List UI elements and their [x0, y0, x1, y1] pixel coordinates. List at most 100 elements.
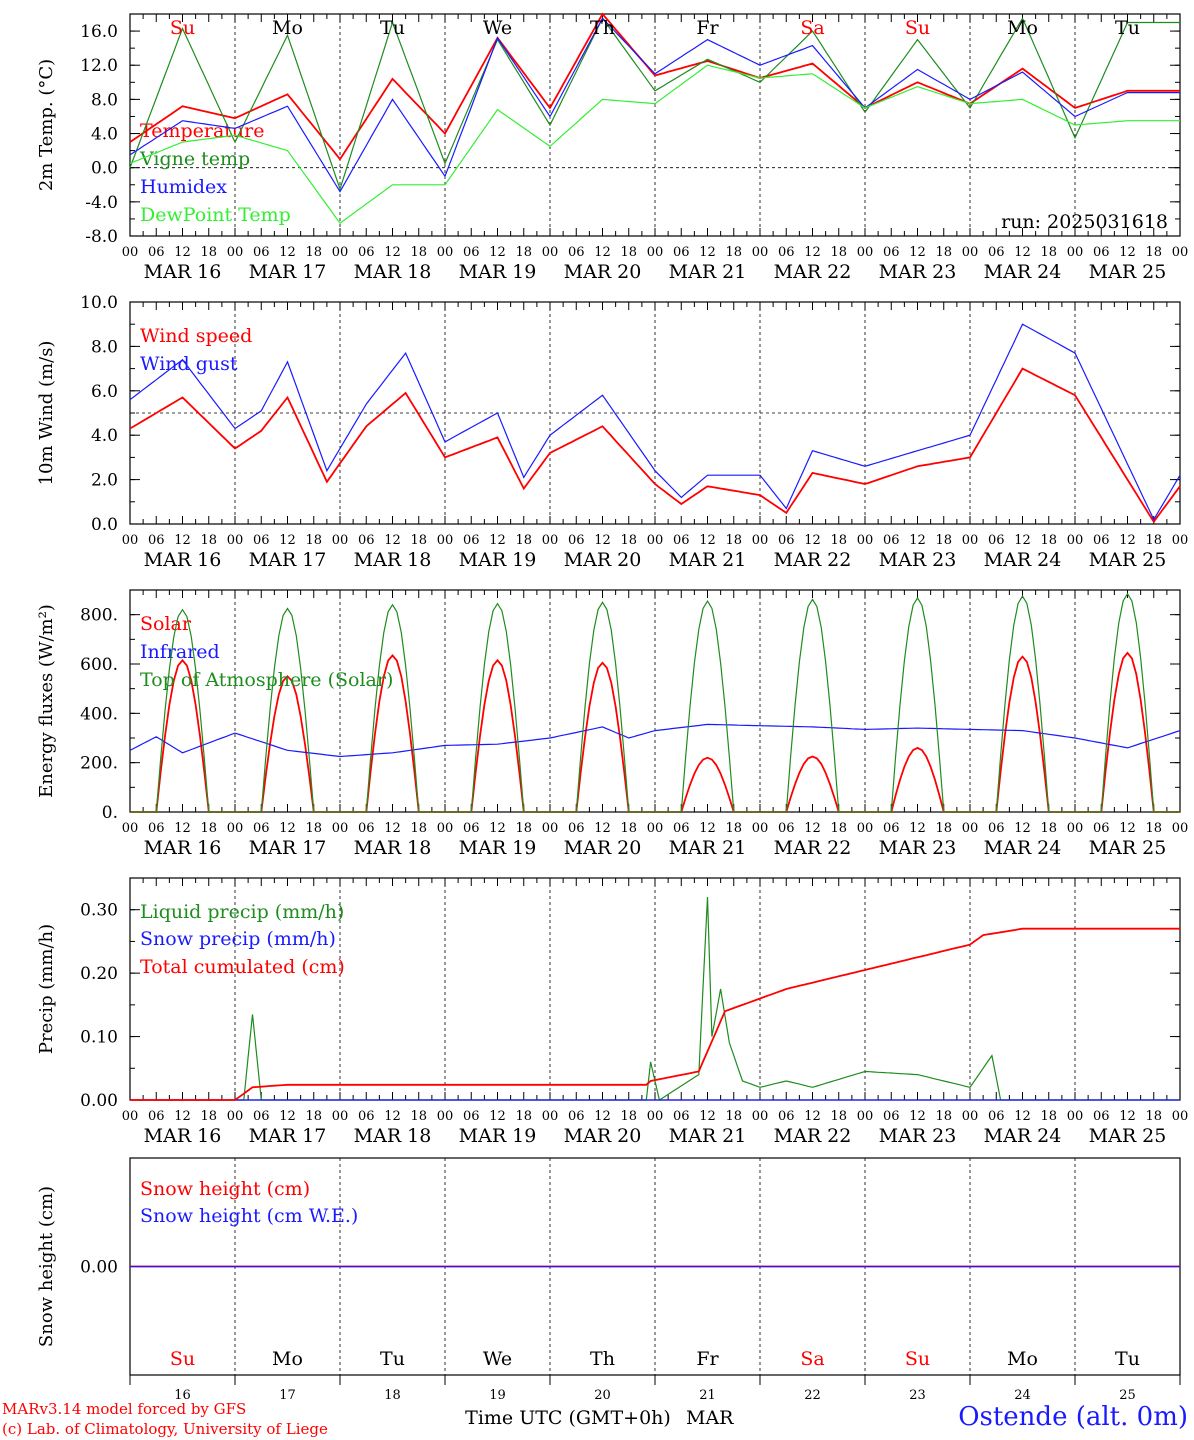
x-hour-label: 12 [1119, 821, 1136, 836]
x-hour-label: 00 [752, 533, 769, 548]
x-hour-label: 00 [437, 533, 454, 548]
y-tick-label: 0.10 [80, 1028, 118, 1048]
weekday-label: Fr [696, 17, 719, 39]
x-date-label: MAR 16 [144, 1125, 222, 1147]
y-tick-label: 6.0 [91, 382, 118, 402]
x-hour-label: 00 [332, 533, 349, 548]
x-hour-label: 00 [332, 821, 349, 836]
x-hour-label: 00 [227, 245, 244, 260]
x-date-label: MAR 20 [564, 549, 642, 571]
x-hour-label: 00 [752, 821, 769, 836]
x-hour-label: 06 [1093, 821, 1110, 836]
x-hour-label: 06 [148, 1109, 165, 1124]
x-hour-label: 18 [935, 533, 952, 548]
weekday-label: Su [170, 17, 195, 39]
y-tick-label: 0.00 [80, 1258, 118, 1278]
x-hour-label: 18 [725, 821, 742, 836]
x-hour-label: 18 [305, 533, 322, 548]
x-hour-label: 00 [122, 1109, 139, 1124]
x-hour-label: 00 [1172, 821, 1189, 836]
legend-label: Solar [140, 613, 192, 635]
x-day-number: 23 [909, 1388, 926, 1403]
station-name: Ostende (alt. 0m) [958, 1402, 1188, 1432]
legend-label: Humidex [140, 176, 227, 198]
legend-label: DewPoint Temp [140, 204, 291, 226]
x-date-label: MAR 16 [144, 261, 222, 283]
x-date-label: MAR 17 [249, 837, 327, 859]
x-hour-label: 18 [1145, 821, 1162, 836]
x-hour-label: 00 [647, 245, 664, 260]
x-day-number: 22 [804, 1388, 821, 1403]
x-hour-label: 00 [542, 821, 559, 836]
x-hour-label: 18 [935, 821, 952, 836]
x-hour-label: 18 [515, 821, 532, 836]
panel-wind: 00 06 12 18 00 06 12 18 00 06 12 18 00 06 12 18 00 06 12 18… [36, 293, 1188, 571]
x-hour-label: 00 [437, 1109, 454, 1124]
x-hour-label: 18 [1145, 533, 1162, 548]
x-hour-label: 18 [620, 245, 637, 260]
x-hour-label: 06 [1093, 1109, 1110, 1124]
x-hour-label: 12 [489, 533, 506, 548]
x-date-label: MAR 22 [774, 1125, 852, 1147]
y-tick-label: 600. [80, 655, 118, 675]
x-hour-label: 18 [830, 245, 847, 260]
x-hour-label: 06 [568, 1109, 585, 1124]
x-hour-label: 00 [647, 533, 664, 548]
x-hour-label: 18 [620, 533, 637, 548]
x-hour-label: 06 [358, 533, 375, 548]
x-hour-label: 06 [358, 1109, 375, 1124]
x-hour-label: 00 [437, 821, 454, 836]
x-hour-label: 06 [673, 245, 690, 260]
x-hour-label: 18 [410, 533, 427, 548]
x-hour-label: 00 [227, 533, 244, 548]
x-hour-label: 06 [148, 821, 165, 836]
x-date-label: MAR 25 [1089, 1125, 1167, 1147]
x-date-label: MAR 19 [459, 837, 537, 859]
x-hour-label: 00 [542, 1109, 559, 1124]
x-hour-label: 18 [200, 533, 217, 548]
x-hour-label: 00 [1067, 245, 1084, 260]
y-tick-label: 400. [80, 704, 118, 724]
x-hour-label: 06 [673, 821, 690, 836]
x-hour-label: 12 [909, 1109, 926, 1124]
x-hour-label: 00 [857, 533, 874, 548]
y-axis-label: 2m Temp. (°C) [36, 59, 57, 191]
x-date-label: MAR 24 [984, 837, 1062, 859]
x-hour-label: 18 [305, 821, 322, 836]
x-hour-label: 12 [699, 821, 716, 836]
x-hour-label: 06 [463, 245, 480, 260]
x-hour-label: 18 [830, 533, 847, 548]
x-hour-label: 18 [1040, 245, 1057, 260]
x-hour-label: 12 [594, 245, 611, 260]
x-hour-label: 06 [778, 533, 795, 548]
x-hour-label: 12 [174, 245, 191, 260]
series-line-wind-gust [129, 323, 1181, 521]
legend-label: Vigne temp [139, 148, 250, 170]
x-hour-label: 00 [122, 533, 139, 548]
x-hour-label: 12 [279, 1109, 296, 1124]
x-hour-label: 12 [1014, 533, 1031, 548]
x-hour-label: 06 [253, 533, 270, 548]
y-tick-label: 0.00 [80, 1091, 118, 1111]
legend-label: Top of Atmosphere (Solar) [140, 669, 393, 691]
series-line-humidex [129, 17, 1180, 193]
y-tick-label: 8.0 [91, 337, 118, 357]
x-hour-label: 00 [962, 1109, 979, 1124]
x-hour-label: 12 [804, 533, 821, 548]
x-hour-label: 12 [174, 533, 191, 548]
weekday-label: Sa [800, 1348, 824, 1370]
y-tick-label: -8.0 [85, 227, 118, 247]
x-hour-label: 06 [148, 245, 165, 260]
y-tick-label: 0.0 [91, 159, 118, 179]
x-hour-label: 12 [384, 821, 401, 836]
x-date-label: MAR 20 [564, 261, 642, 283]
x-hour-label: 12 [489, 821, 506, 836]
x-date-label: MAR 20 [564, 837, 642, 859]
x-date-label: MAR 19 [459, 549, 537, 571]
x-hour-label: 18 [515, 533, 532, 548]
x-hour-label: 12 [699, 533, 716, 548]
x-hour-label: 00 [332, 1109, 349, 1124]
x-hour-label: 12 [384, 533, 401, 548]
x-date-label: MAR 21 [669, 837, 747, 859]
x-hour-label: 06 [778, 821, 795, 836]
